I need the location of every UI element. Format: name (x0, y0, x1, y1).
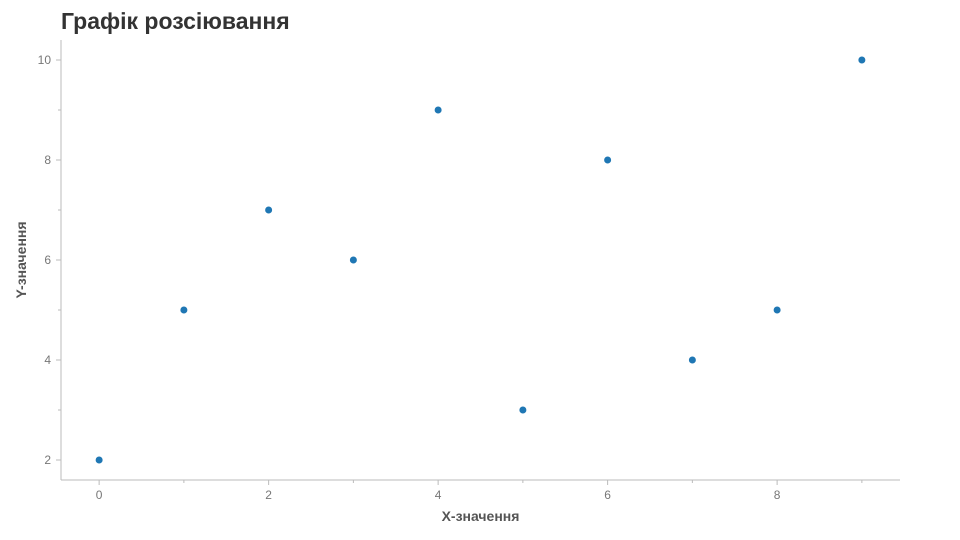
y-tick-label: 2 (44, 453, 51, 467)
data-point (688, 356, 696, 364)
y-tick-label: 8 (44, 153, 51, 167)
data-point (858, 56, 866, 64)
y-tick-label: 10 (38, 53, 52, 67)
data-points (95, 56, 866, 464)
x-tick-label: 4 (435, 488, 442, 502)
y-axis-label: Y-значення (13, 221, 29, 298)
x-axis-label: X-значення (442, 508, 520, 524)
data-point (604, 156, 612, 164)
x-tick-label: 0 (96, 488, 103, 502)
x-tick-label: 2 (265, 488, 272, 502)
x-tick-label: 6 (604, 488, 611, 502)
y-tick-label: 6 (44, 253, 51, 267)
chart-title: Графік розсіювання (61, 8, 290, 34)
data-point (180, 306, 188, 314)
data-point (265, 206, 273, 214)
x-ticks: 0 2 4 6 8 (96, 480, 863, 502)
y-tick-label: 4 (44, 353, 51, 367)
data-point (434, 106, 442, 114)
data-point (349, 256, 357, 264)
y-ticks: 2 4 6 8 10 (38, 53, 61, 467)
data-point (519, 406, 527, 414)
x-tick-label: 8 (774, 488, 781, 502)
axes (60, 40, 900, 481)
data-point (773, 306, 781, 314)
data-point (95, 456, 103, 464)
